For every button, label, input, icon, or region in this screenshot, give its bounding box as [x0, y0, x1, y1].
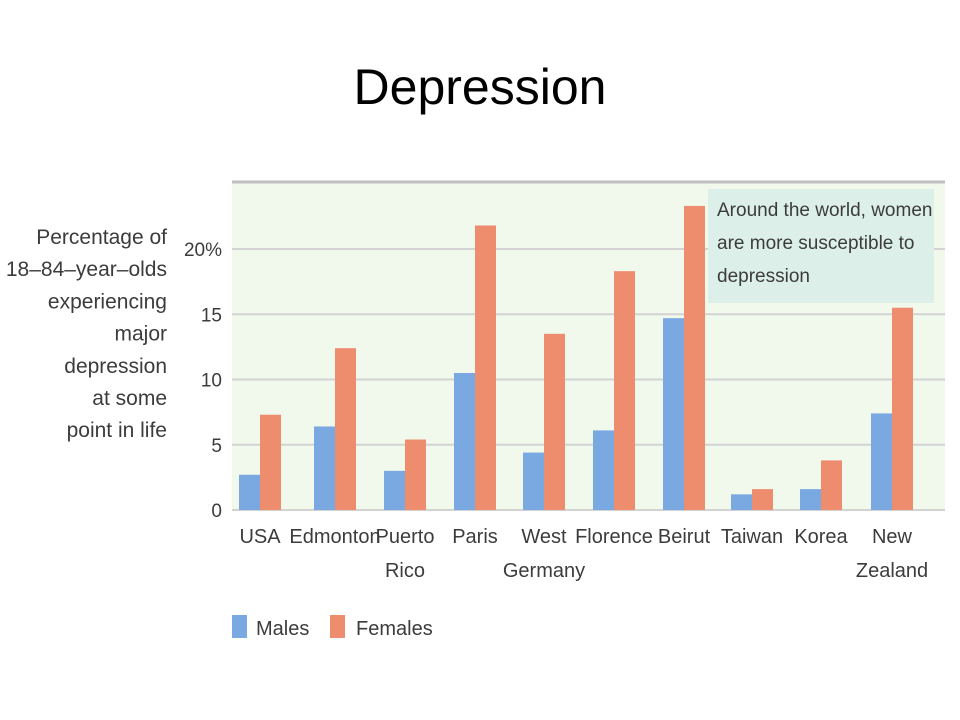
legend: Males Females — [232, 615, 433, 640]
slide-title: Depression — [353, 59, 607, 115]
bar-females — [544, 333, 565, 510]
bar-males — [384, 470, 405, 510]
bar-males — [800, 489, 821, 510]
y-tick-label: 15 — [201, 305, 222, 326]
x-category-label: New — [872, 526, 913, 548]
annotation-background — [708, 189, 934, 303]
y-axis-label-line: depression — [64, 355, 167, 378]
x-category-label: Beirut — [658, 526, 711, 548]
bar-females — [821, 460, 842, 510]
bar-females — [752, 489, 773, 510]
y-axis-label-line: major — [114, 323, 167, 346]
x-category-label: Florence — [575, 526, 653, 548]
y-tick-label: 0 — [211, 501, 222, 522]
bars — [239, 205, 913, 510]
y-axis-label-line: experiencing — [48, 290, 167, 313]
legend-label: Females — [356, 618, 433, 640]
bar-females — [335, 348, 356, 510]
bar-females — [260, 414, 281, 510]
annotation-line: are more susceptible to — [717, 233, 915, 254]
x-category-label: Edmonton — [289, 526, 380, 548]
x-category-label: Puerto — [376, 526, 435, 548]
bar-females — [614, 271, 635, 510]
y-axis-label-line: at some — [92, 387, 167, 410]
y-tick-label: 10 — [201, 371, 222, 392]
bar-males — [731, 494, 752, 510]
x-category-label: West — [521, 526, 567, 548]
bar-males — [454, 372, 475, 510]
bar-females — [405, 439, 426, 510]
x-category-label: Paris — [452, 526, 498, 548]
y-axis-label: Percentage of 18–84–year–olds experiencing… — [6, 226, 167, 442]
y-tick-label: 5 — [211, 436, 222, 457]
y-tick-label: 20% — [184, 240, 222, 261]
y-axis-ticks: 0 5 10 15 20% — [184, 240, 222, 522]
bar-females — [892, 307, 913, 510]
y-axis-label-line: point in life — [67, 419, 167, 442]
bar-males — [239, 474, 260, 510]
x-category-label: USA — [239, 526, 281, 548]
bar-males — [314, 426, 335, 510]
x-category-label: Korea — [794, 526, 848, 548]
annotation-box: Around the world, women are more suscepti… — [708, 189, 934, 303]
y-axis-label-line: 18–84–year–olds — [6, 258, 167, 281]
bar-females — [684, 205, 705, 510]
annotation-line: depression — [717, 266, 810, 287]
bar-males — [523, 452, 544, 510]
annotation-line: Around the world, women — [717, 200, 932, 221]
x-category-label: Germany — [503, 560, 585, 582]
legend-label: Males — [256, 618, 309, 640]
x-category-label: Zealand — [856, 560, 928, 582]
bar-males — [871, 413, 892, 510]
bar-females — [475, 225, 496, 510]
x-category-label: Rico — [385, 560, 425, 582]
y-axis-label-line: Percentage of — [36, 226, 167, 249]
x-category-label: Taiwan — [721, 526, 783, 548]
legend-swatch — [232, 615, 247, 638]
bar-males — [663, 318, 684, 510]
bar-males — [593, 430, 614, 510]
legend-swatch — [330, 615, 345, 638]
